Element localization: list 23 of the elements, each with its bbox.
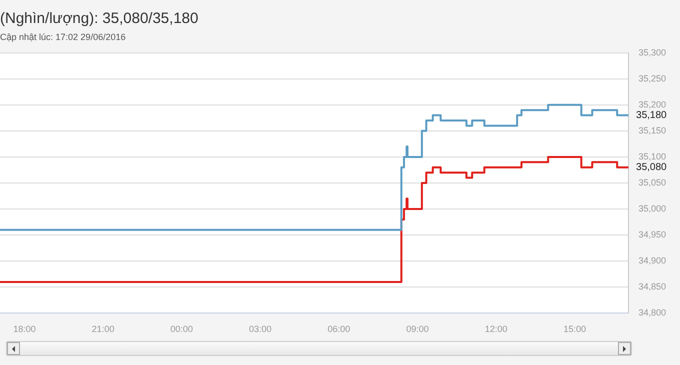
chart-title: (Nghìn/lượng): 35,080/35,180 xyxy=(0,10,198,28)
x-tick-label: 18:00 xyxy=(13,324,36,334)
y-tick-label: 35,100 xyxy=(638,151,666,162)
x-tick-label: 12:00 xyxy=(484,324,508,334)
x-tick-label: 21:00 xyxy=(92,324,114,334)
y-tick-label: 35,050 xyxy=(638,177,666,188)
y-tick-label: 35,000 xyxy=(638,204,666,214)
x-tick-label: 15:00 xyxy=(563,324,586,334)
y-tick-label: 34,800 xyxy=(638,308,666,318)
annotation: 35,080 xyxy=(636,162,668,174)
y-tick-label: 34,900 xyxy=(638,256,666,266)
annotation: 35,180 xyxy=(636,110,668,122)
y-tick-label: 35,200 xyxy=(638,99,666,110)
y-tick-label: 35,300 xyxy=(638,47,666,58)
x-tick-label: 06:00 xyxy=(328,324,350,334)
y-tick-label: 34,850 xyxy=(638,282,666,292)
y-tick-label: 35,150 xyxy=(638,125,666,136)
x-tick-label: 03:00 xyxy=(249,324,272,334)
y-tick-label: 35,250 xyxy=(638,73,666,84)
x-tick-label: 00:00 xyxy=(170,324,193,334)
chart-subtitle: Cập nhật lúc: 17:02 29/06/2016 xyxy=(0,32,126,42)
x-tick-label: 09:00 xyxy=(406,324,429,334)
y-tick-label: 34,950 xyxy=(638,230,666,240)
